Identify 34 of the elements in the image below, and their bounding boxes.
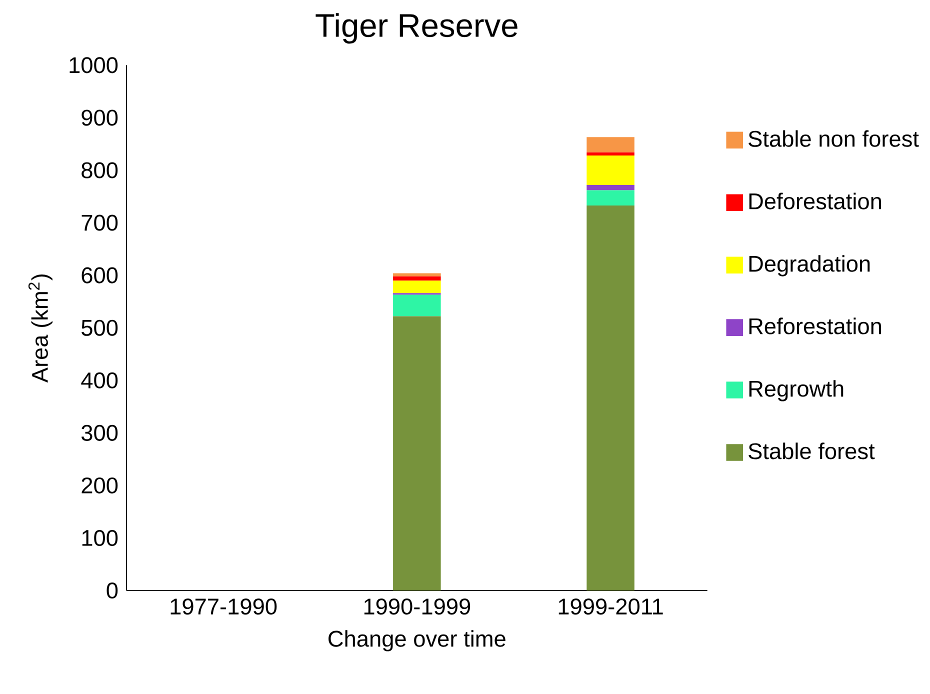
x-tick-label: 1977-1990	[170, 598, 277, 614]
bar	[393, 294, 441, 316]
legend-label: Stable non forest	[748, 130, 919, 147]
legend-label: Regrowth	[749, 380, 844, 402]
x-tick-label: 1999-2011	[558, 598, 663, 614]
legend-label: Stable forest	[748, 442, 875, 460]
y-tick-label: 1000	[70, 56, 118, 73]
bar	[393, 316, 441, 590]
bar	[586, 155, 634, 185]
y-tick-label: 600	[82, 267, 118, 284]
y-axis-title: Area (km$^{2}$)	[28, 274, 52, 382]
y-tick-label: 400	[81, 372, 118, 388]
legend-label: Degradation	[749, 254, 870, 276]
x-axis-title: Change over time	[328, 630, 506, 652]
y-tick-label: 700	[82, 214, 118, 231]
bar	[586, 190, 634, 206]
y-tick-label: 500	[82, 320, 118, 336]
y-tick-label: 300	[81, 424, 118, 441]
legend-label: Reforestation	[749, 317, 881, 334]
bar	[586, 184, 634, 190]
bar	[393, 276, 441, 280]
bar	[393, 280, 441, 293]
y-tick-label: 200	[82, 477, 118, 494]
bar	[586, 136, 634, 152]
x-tick-label: 1990-1999	[364, 598, 470, 614]
legend-label: Deforestation	[749, 192, 881, 210]
y-tick-label: 100	[82, 530, 118, 546]
bar	[586, 205, 634, 590]
y-tick-label: 800	[82, 162, 118, 178]
y-tick-label: 900	[82, 109, 118, 126]
y-tick-label: 0	[106, 582, 118, 598]
bar	[393, 273, 441, 276]
chart-title: Tiger Reserve	[316, 12, 518, 44]
bar	[586, 152, 634, 156]
